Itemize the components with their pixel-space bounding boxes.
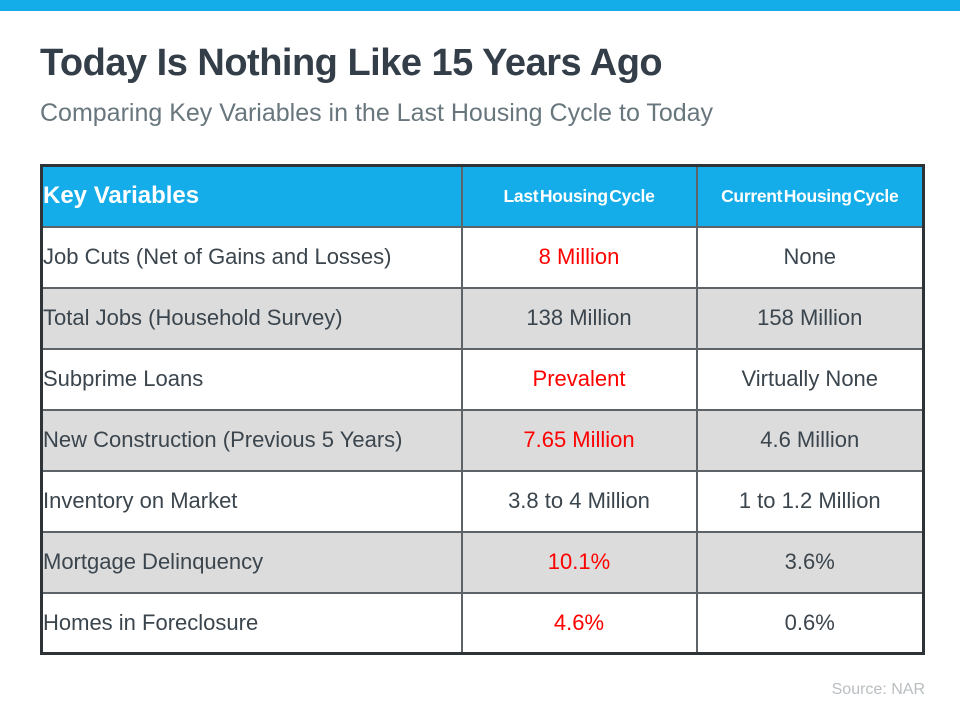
current-cycle-value: 0.6% (695, 591, 925, 655)
last-cycle-value: Prevalent (460, 347, 698, 411)
last-cycle-value: 3.8 to 4 Million (460, 469, 698, 533)
table-row: Mortgage Delinquency 10.1% 3.6% (40, 530, 925, 594)
row-label: Subprime Loans (40, 347, 463, 411)
table-header-row: Key Variables Last Housing Cycle Current… (40, 164, 925, 228)
current-cycle-value: Virtually None (695, 347, 925, 411)
table-row: Inventory on Market 3.8 to 4 Million 1 to … (40, 469, 925, 533)
last-cycle-value: 8 Million (460, 225, 698, 289)
table-row: Total Jobs (Household Survey) 138 Million… (40, 286, 925, 350)
header-cell-current-housing-cycle: Current Housing Cycle (695, 164, 925, 228)
row-label: Homes in Foreclosure (40, 591, 463, 655)
row-label: Mortgage Delinquency (40, 530, 463, 594)
current-cycle-value: 3.6% (695, 530, 925, 594)
table-body: Job Cuts (Net of Gains and Losses) 8 Mill… (40, 225, 925, 655)
comparison-table: Key Variables Last Housing Cycle Current… (40, 164, 925, 655)
table-row: New Construction (Previous 5 Years) 7.65 … (40, 408, 925, 472)
last-cycle-value: 138 Million (460, 286, 698, 350)
table-row: Subprime Loans Prevalent Virtually None (40, 347, 925, 411)
last-cycle-value: 4.6% (460, 591, 698, 655)
header-cell-key-variables: Key Variables (40, 164, 463, 228)
page-title: Today Is Nothing Like 15 Years Ago (40, 42, 663, 84)
table-row: Homes in Foreclosure 4.6% 0.6% (40, 591, 925, 655)
row-label: New Construction (Previous 5 Years) (40, 408, 463, 472)
table-row: Job Cuts (Net of Gains and Losses) 8 Mill… (40, 225, 925, 289)
last-cycle-value: 10.1% (460, 530, 698, 594)
last-cycle-value: 7.65 Million (460, 408, 698, 472)
current-cycle-value: 1 to 1.2 Million (695, 469, 925, 533)
header-cell-last-housing-cycle: Last Housing Cycle (460, 164, 698, 228)
current-cycle-value: 4.6 Million (695, 408, 925, 472)
row-label: Job Cuts (Net of Gains and Losses) (40, 225, 463, 289)
current-cycle-value: 158 Million (695, 286, 925, 350)
source-note: Source: NAR (831, 681, 925, 698)
page-subtitle: Comparing Key Variables in the Last Hous… (40, 99, 714, 127)
top-accent-bar (0, 0, 960, 11)
row-label: Total Jobs (Household Survey) (40, 286, 463, 350)
row-label: Inventory on Market (40, 469, 463, 533)
current-cycle-value: None (695, 225, 925, 289)
